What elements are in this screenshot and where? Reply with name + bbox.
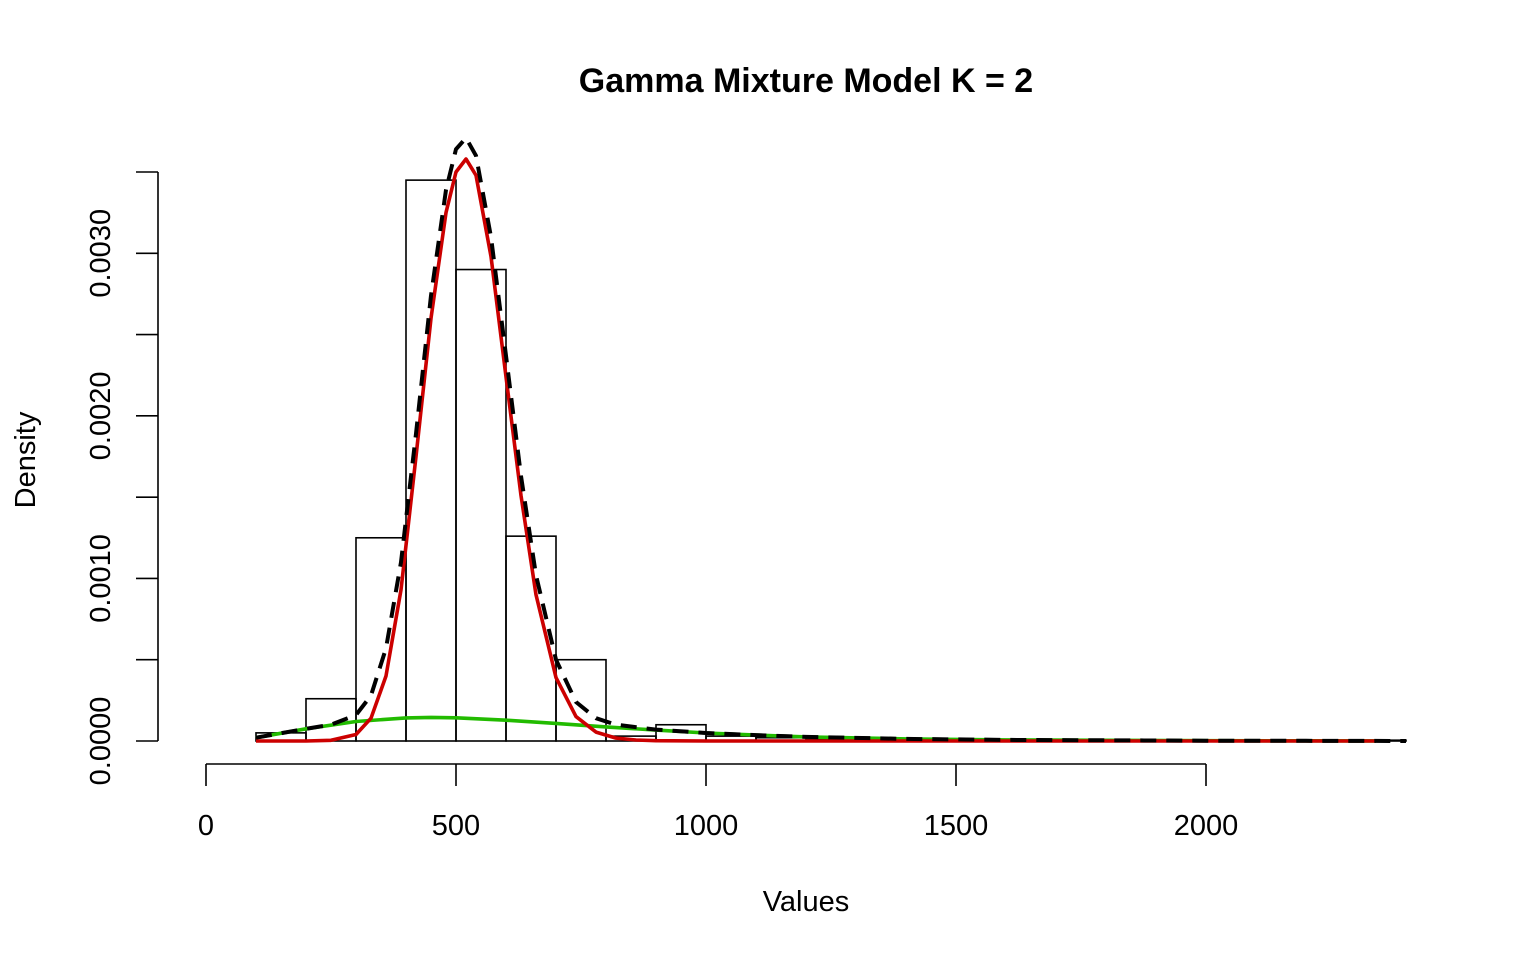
x-tick-label: 2000 bbox=[1174, 810, 1239, 842]
density-curve-2 bbox=[255, 135, 1407, 743]
histogram-bar-2 bbox=[355, 536, 407, 742]
histogram-bars bbox=[255, 179, 1407, 742]
x-tick-label: 500 bbox=[432, 810, 480, 842]
chart-title: Gamma Mixture Model K = 2 bbox=[579, 62, 1033, 100]
x-tick-label: 1000 bbox=[674, 810, 739, 842]
density-curves bbox=[255, 135, 1407, 743]
y-tick-label: 0.0010 bbox=[85, 534, 117, 623]
y-axis: 0.0000 0.0010 0.0020 0.0030 bbox=[85, 171, 159, 786]
y-axis-label: Density bbox=[10, 411, 42, 508]
histogram-bar-6 bbox=[555, 658, 607, 742]
x-tick-label: 1500 bbox=[924, 810, 989, 842]
histogram-bar-4 bbox=[455, 268, 507, 742]
y-tick-label: 0.0000 bbox=[85, 697, 117, 786]
x-axis-label: Values bbox=[763, 886, 850, 918]
x-tick-label: 0 bbox=[198, 810, 214, 842]
y-tick-label: 0.0020 bbox=[85, 372, 117, 461]
density-curve-0 bbox=[256, 157, 1376, 743]
x-axis: 0 500 1000 1500 2000 bbox=[198, 763, 1239, 842]
y-tick-label: 0.0030 bbox=[85, 209, 117, 298]
